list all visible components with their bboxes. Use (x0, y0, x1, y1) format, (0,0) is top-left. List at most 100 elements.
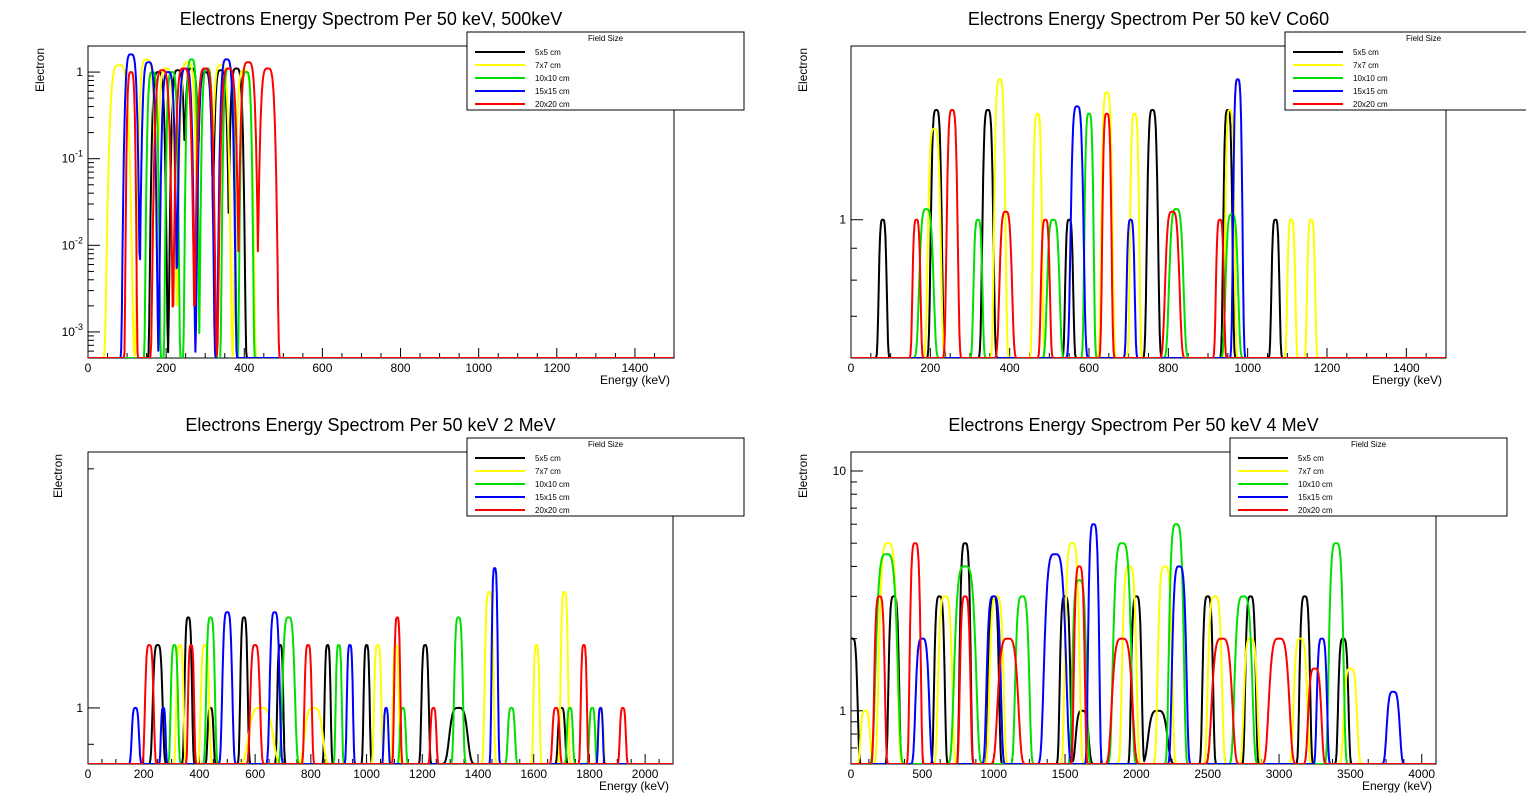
legend-title: Field Size (1351, 440, 1387, 449)
x-axis-label: Energy (keV) (599, 779, 669, 793)
y-axis-label: Electron (51, 454, 65, 498)
legend-title: Field Size (588, 440, 624, 449)
y-tick-label: 10-3 (62, 322, 83, 339)
x-tick-label: 3000 (1266, 767, 1293, 781)
series-line-5x5-cm (88, 616, 673, 764)
x-tick-label: 1800 (576, 767, 603, 781)
series-line-20x20-cm (851, 109, 1446, 358)
x-tick-label: 200 (156, 361, 176, 375)
chart-svg-4mev: Electrons Energy Spectrom Per 50 keV 4 M… (796, 415, 1508, 793)
series-line-7x7-cm (88, 590, 673, 764)
x-tick-label: 800 (391, 361, 411, 375)
x-tick-label: 1000 (465, 361, 492, 375)
x-tick-label: 2500 (1194, 767, 1221, 781)
chart-svg-2mev: Electrons Energy Spectrom Per 50 keV 2 M… (51, 415, 745, 793)
x-tick-label: 200 (134, 767, 154, 781)
legend: Field Size 5x5 cm 7x7 cm 10x10 cm 15x15 cm 20… (466, 437, 745, 517)
x-axis-label: Energy (keV) (1362, 779, 1432, 793)
legend-entry-label: 10x10 cm (535, 480, 570, 489)
legend: Field Size 5x5 cm 7x7 cm 10x10 cm 15x15 cm 20… (466, 31, 745, 111)
x-tick-label: 1400 (1393, 361, 1420, 375)
y-tick-label: 10-1 (62, 149, 83, 166)
legend: Field Size 5x5 cm 7x7 cm 10x10 cm 15x15 cm 20… (1229, 437, 1508, 517)
x-axis-label: Energy (keV) (600, 373, 670, 387)
y-tick-label: 10 (833, 464, 847, 478)
x-tick-label: 600 (1079, 361, 1099, 375)
legend-entry-label: 15x15 cm (1353, 87, 1388, 96)
chart-title: Electrons Energy Spectrom Per 50 keV 4 M… (948, 415, 1318, 435)
x-tick-label: 2000 (1123, 767, 1150, 781)
y-tick-label: 1 (76, 701, 83, 715)
x-tick-label: 1600 (520, 767, 547, 781)
legend-entry-label: 5x5 cm (1298, 454, 1324, 463)
series-line-7x7-cm (88, 58, 674, 358)
chart-panel-2mev: Electrons Energy Spectrom Per 50 keV 2 M… (0, 406, 763, 812)
legend-entry-label: 7x7 cm (535, 467, 561, 476)
legend-entry-label: 5x5 cm (1353, 48, 1379, 57)
y-axis-label: Electron (796, 48, 810, 92)
x-tick-label: 1200 (1314, 361, 1341, 375)
x-tick-label: 1000 (980, 767, 1007, 781)
series-group (88, 567, 673, 764)
x-tick-label: 0 (848, 767, 855, 781)
chart-svg-500kev: Electrons Energy Spectrom Per 50 keV, 50… (33, 9, 745, 387)
legend-box (466, 437, 745, 517)
x-tick-label: 1200 (409, 767, 436, 781)
legend-entry-label: 20x20 cm (1353, 100, 1388, 109)
x-tick-label: 4000 (1408, 767, 1435, 781)
x-tick-label: 600 (245, 767, 265, 781)
legend-entry-label: 7x7 cm (1298, 467, 1324, 476)
x-tick-label: 200 (920, 361, 940, 375)
x-tick-label: 400 (234, 361, 254, 375)
chart-panel-500kev: Electrons Energy Spectrom Per 50 keV, 50… (0, 0, 763, 406)
legend-box (1229, 437, 1508, 517)
series-line-20x20-cm (88, 61, 674, 358)
x-tick-label: 800 (301, 767, 321, 781)
x-tick-label: 0 (85, 767, 92, 781)
chart-svg-co60: Electrons Energy Spectrom Per 50 keV Co6… (796, 9, 1526, 387)
x-tick-label: 1000 (353, 767, 380, 781)
x-axis-label: Energy (keV) (1372, 373, 1442, 387)
x-tick-label: 500 (912, 767, 932, 781)
legend-entry-label: 20x20 cm (1298, 506, 1333, 515)
y-tick-label: 1 (76, 65, 83, 79)
y-axis-label: Electron (33, 48, 47, 92)
chart-title: Electrons Energy Spectrom Per 50 keV, 50… (180, 9, 563, 29)
x-tick-label: 2000 (632, 767, 659, 781)
y-tick-label: 10-2 (62, 235, 83, 252)
series-line-5x5-cm (851, 109, 1446, 358)
legend-entry-label: 20x20 cm (535, 506, 570, 515)
legend-entry-label: 10x10 cm (1353, 74, 1388, 83)
x-tick-label: 400 (1000, 361, 1020, 375)
legend: Field Size 5x5 cm 7x7 cm 10x10 cm 15x15 cm 20… (1284, 31, 1526, 111)
x-tick-label: 1500 (1052, 767, 1079, 781)
legend-entry-label: 20x20 cm (535, 100, 570, 109)
y-tick-label: 1 (839, 213, 846, 227)
legend-entry-label: 10x10 cm (535, 74, 570, 83)
legend-entry-label: 5x5 cm (535, 454, 561, 463)
x-tick-label: 1400 (465, 767, 492, 781)
y-axis-label: Electron (796, 454, 810, 498)
y-tick-label: 1 (839, 704, 846, 718)
x-tick-label: 800 (1158, 361, 1178, 375)
legend-title: Field Size (1406, 34, 1442, 43)
legend-box (1284, 31, 1526, 111)
series-line-10x10-cm (88, 58, 674, 358)
x-tick-label: 0 (848, 361, 855, 375)
x-tick-label: 400 (189, 767, 209, 781)
legend-entry-label: 15x15 cm (1298, 493, 1333, 502)
series-group (88, 53, 674, 358)
series-group (851, 78, 1446, 358)
x-tick-label: 600 (312, 361, 332, 375)
x-tick-label: 1000 (1234, 361, 1261, 375)
x-tick-label: 3500 (1337, 767, 1364, 781)
legend-title: Field Size (588, 34, 624, 43)
legend-entry-label: 5x5 cm (535, 48, 561, 57)
legend-entry-label: 7x7 cm (1353, 61, 1379, 70)
legend-entry-label: 15x15 cm (535, 493, 570, 502)
x-tick-label: 1400 (622, 361, 649, 375)
series-line-7x7-cm (851, 542, 1436, 764)
chart-title: Electrons Energy Spectrom Per 50 keV Co6… (968, 9, 1329, 29)
legend-entry-label: 10x10 cm (1298, 480, 1333, 489)
legend-entry-label: 7x7 cm (535, 61, 561, 70)
